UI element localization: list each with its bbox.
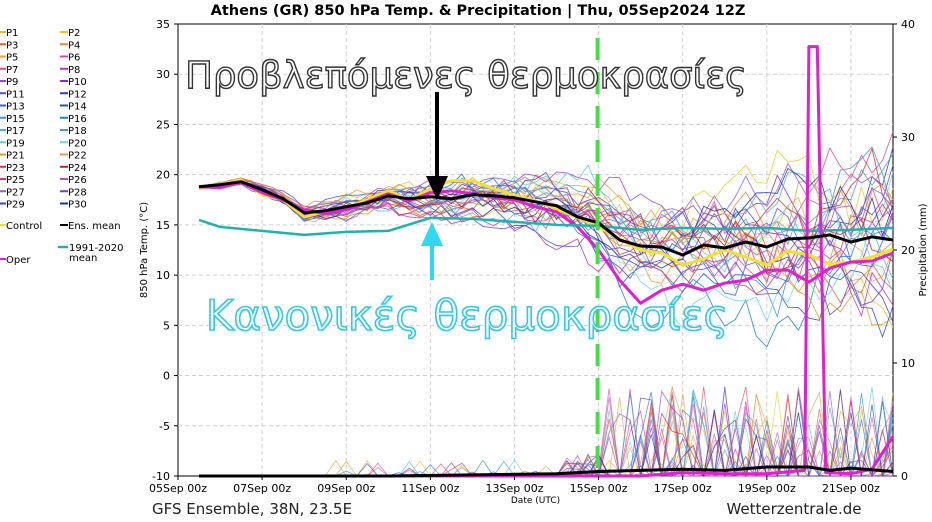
x-tick-label: 07Sep 00z (233, 482, 291, 495)
member-line-P1 (198, 176, 894, 328)
y-tick-label: 10 (156, 269, 170, 282)
legend-label: P22 (68, 151, 87, 162)
legend-label: Control (6, 221, 42, 232)
y-axis-label: 850 hPa Temp. (°C) (139, 202, 150, 298)
legend-label: P25 (6, 175, 25, 186)
legend-label: P19 (6, 138, 25, 149)
y-tick-label: 5 (163, 319, 170, 332)
legend-label: P26 (68, 175, 87, 186)
forecast-arrow (426, 92, 448, 200)
axes: 35 30 25 20 15 10 5 0 -5 -10 40 30 20 10 0 05Sep 00z 07S… (139, 18, 929, 506)
legend-label: P3 (6, 40, 18, 51)
legend-label: Oper (6, 255, 31, 266)
member-line-P22 (198, 176, 894, 247)
legend-label: 1991-2020 (69, 243, 124, 254)
legend-label: P7 (6, 65, 18, 76)
y-tick-label: -5 (159, 420, 170, 433)
y2-tick-label: 20 (901, 244, 915, 257)
series-ens-mean-precipitation (199, 465, 894, 478)
x-tick-label: 19Sep 00z (738, 482, 796, 495)
y-tick-label: 15 (156, 219, 170, 232)
legend-label: P9 (6, 77, 18, 88)
main-series (198, 45, 895, 478)
x-tick-label: 13Sep 00z (485, 482, 543, 495)
y-tick-label: 0 (163, 370, 170, 383)
member-line-P21 (198, 177, 894, 326)
member-line-P29 (198, 178, 894, 323)
legend-label: P18 (68, 126, 87, 137)
legend-label: P21 (6, 151, 25, 162)
member-line-P7 (198, 178, 894, 277)
y2-tick-label: 40 (901, 18, 915, 31)
legend-label: P1 (6, 28, 18, 39)
legend-label: P2 (68, 28, 80, 39)
legend-label: P28 (68, 187, 87, 198)
y-tick-label: 35 (156, 18, 170, 31)
legend-label: P27 (6, 187, 25, 198)
legend-label: P23 (6, 163, 25, 174)
series-oper-precipitation (199, 45, 895, 478)
x-tick-label: 17Sep 00z (654, 482, 712, 495)
chart-title: Athens (GR) 850 hPa Temp. & Precipitatio… (211, 3, 746, 19)
series-1991-2020-mean (198, 216, 894, 237)
legend-label: P16 (68, 114, 87, 125)
x-tick-label: 15Sep 00z (570, 482, 628, 495)
legend-label: P10 (68, 77, 87, 88)
y2-tick-label: 30 (901, 131, 915, 144)
y2-tick-label: 0 (901, 470, 908, 483)
x-tick-label: 09Sep 00z (317, 482, 375, 495)
y-tick-label: -10 (152, 470, 170, 483)
normal-arrow (421, 222, 443, 280)
x-axis-label: Date (UTC) (511, 496, 560, 506)
x-tick-label: 21Sep 00z (822, 482, 880, 495)
normal-annotation: Κανονικές θερμοκρασίες (206, 291, 728, 340)
legend-label: P4 (68, 40, 80, 51)
legend-label: P17 (6, 126, 25, 137)
model-footer: GFS Ensemble, 38N, 23.5E (152, 500, 352, 518)
y2-tick-label: 10 (901, 357, 915, 370)
legend-label: P12 (68, 89, 87, 100)
member-line-P28 (198, 171, 894, 316)
y2-axis-label: Precipitation (mm) (918, 203, 929, 296)
legend-label: P30 (68, 200, 87, 211)
legend-label: P29 (6, 200, 25, 211)
legend-label: P14 (68, 102, 87, 113)
member-line-P9 (198, 171, 894, 280)
legend-label: P11 (6, 89, 25, 100)
x-tick-label: 05Sep 00z (149, 482, 207, 495)
legend-label: P15 (6, 114, 25, 125)
legend-label: P6 (68, 53, 80, 64)
series-ens-mean (198, 180, 894, 257)
x-tick-label: 11Sep 00z (401, 482, 459, 495)
y-tick-label: 25 (156, 118, 170, 131)
forecast-annotation: Προβλεπόμενες θερμοκρασίες (185, 54, 747, 97)
member-line-P11 (198, 164, 894, 280)
y-tick-label: 20 (156, 169, 170, 182)
member-line-P15 (198, 146, 894, 319)
y-tick-label: 30 (156, 68, 170, 81)
legend-label: P13 (6, 102, 25, 113)
legend-label: P24 (68, 163, 87, 174)
legend-label: P8 (68, 65, 80, 76)
legend-label: P5 (6, 53, 18, 64)
source-footer: Wetterzentrale.de (726, 500, 861, 518)
legend-label: mean (69, 253, 97, 264)
legend-label: Ens. mean (68, 221, 121, 232)
legend-label: P20 (68, 138, 87, 149)
